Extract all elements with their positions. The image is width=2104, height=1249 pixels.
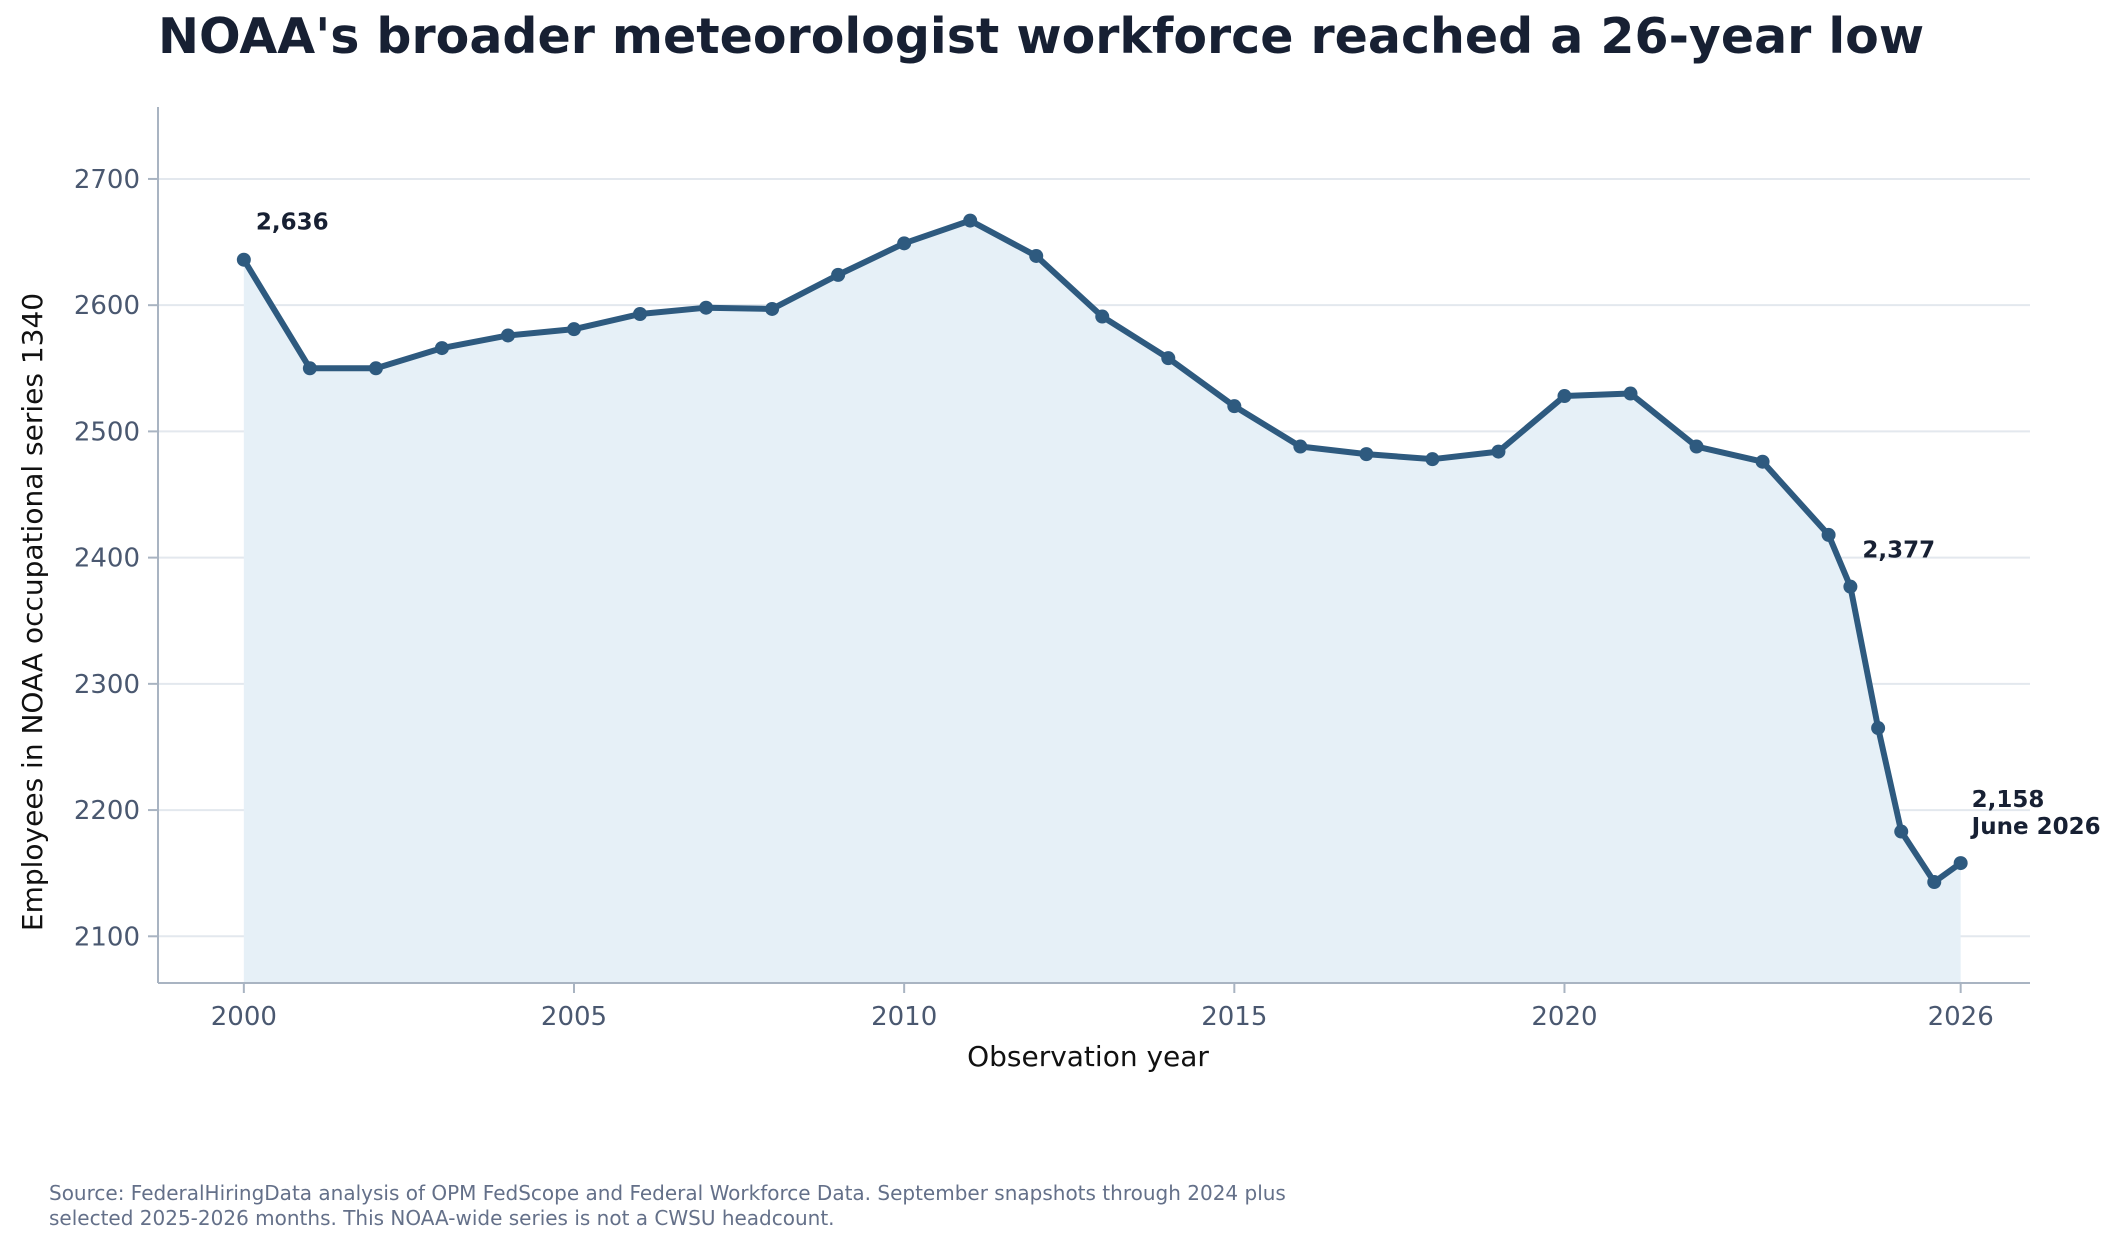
- data-point-9: [831, 267, 846, 282]
- source-note-line-2: selected 2025-2026 months. This NOAA-wid…: [49, 1206, 835, 1230]
- data-point-5: [567, 322, 581, 337]
- chart-title: NOAA's broader meteorologist workforce r…: [158, 8, 1925, 65]
- source-note-line-1: Source: FederalHiringData analysis of OP…: [49, 1181, 1286, 1205]
- tick-labels: 2100 2200 2300 2400 2500 2600 2700 2000 2005 2010…: [74, 165, 1994, 1032]
- x-tick-label-2005: 2005: [541, 1002, 607, 1032]
- data-point-4: [500, 328, 515, 343]
- axes: [148, 107, 2030, 993]
- annotation-label-1: 2,377: [1862, 538, 1935, 564]
- data-point-24: [1821, 527, 1836, 542]
- x-tick-label-2020: 2020: [1531, 1002, 1597, 1032]
- data-point-16: [1293, 439, 1308, 454]
- data-point-0: [236, 252, 251, 267]
- data-point-21: [1623, 386, 1638, 401]
- data-point-29: [1953, 856, 1968, 871]
- y-tick-label-2300: 2300: [74, 670, 140, 700]
- x-tick-label-2026: 2026: [1928, 1002, 1994, 1032]
- data-point-7: [699, 300, 714, 315]
- data-point-20: [1557, 389, 1572, 404]
- data-point-28: [1927, 875, 1942, 890]
- data-point-17: [1359, 447, 1374, 462]
- data-point-8: [765, 301, 780, 316]
- data-points: [236, 213, 1968, 890]
- data-point-6: [633, 307, 648, 322]
- data-point-3: [434, 341, 449, 356]
- data-point-27: [1894, 824, 1909, 839]
- x-tick-label-2015: 2015: [1201, 1002, 1267, 1032]
- x-tick-label-2000: 2000: [211, 1002, 277, 1032]
- data-point-1: [302, 361, 317, 376]
- annotation-label-2-1: June 2026: [1970, 814, 2101, 840]
- area-fill: [243, 220, 1961, 984]
- series-line: [240, 217, 1964, 886]
- y-tick-label-2100: 2100: [74, 922, 140, 952]
- data-point-2: [368, 361, 383, 376]
- data-point-25: [1843, 579, 1858, 594]
- x-tick-label-2010: 2010: [871, 1002, 937, 1032]
- x-axis-label: Observation year: [967, 1040, 1209, 1073]
- y-tick-label-2400: 2400: [74, 544, 140, 574]
- y-tick-label-2600: 2600: [74, 291, 140, 321]
- data-point-12: [1029, 248, 1044, 263]
- y-tick-label-2500: 2500: [74, 417, 140, 447]
- data-point-15: [1227, 399, 1242, 414]
- y-tick-label-2700: 2700: [74, 165, 140, 195]
- annotation-label-0: 2,636: [256, 210, 329, 236]
- y-tick-label-2200: 2200: [74, 796, 140, 826]
- data-point-14: [1161, 351, 1176, 366]
- data-point-13: [1095, 309, 1110, 324]
- source-note: Source: FederalHiringData analysis of OP…: [49, 1181, 1549, 1231]
- annotation-label-2-0: 2,158: [1972, 787, 2045, 813]
- data-point-22: [1689, 439, 1704, 454]
- data-point-18: [1425, 452, 1440, 467]
- data-point-26: [1871, 721, 1886, 736]
- data-point-23: [1755, 454, 1770, 469]
- y-axis-label: Employees in NOAA occupational series 13…: [16, 293, 49, 931]
- data-point-10: [897, 236, 912, 251]
- data-point-11: [963, 213, 978, 228]
- data-point-19: [1491, 444, 1506, 459]
